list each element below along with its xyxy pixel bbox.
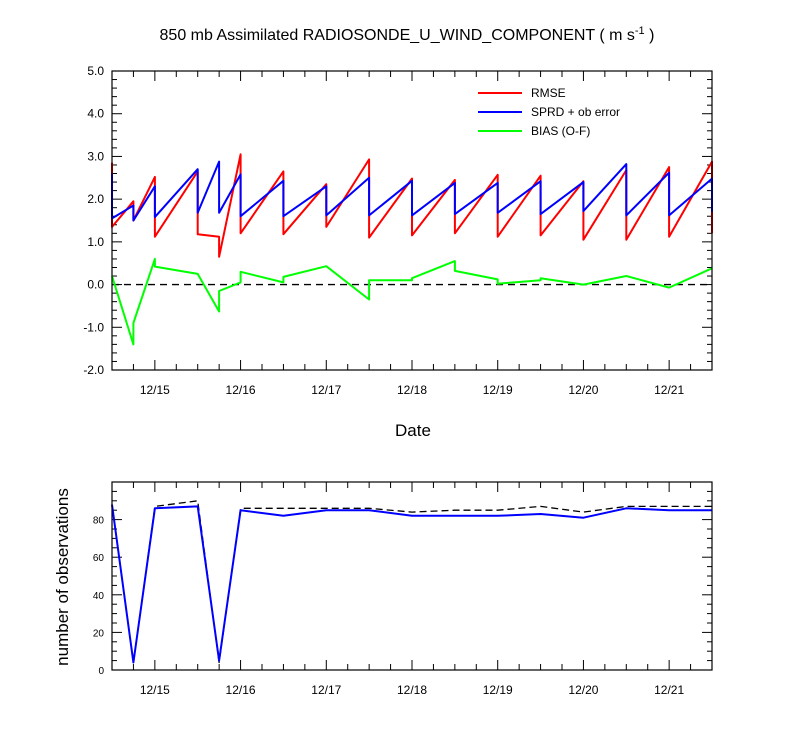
legend-label: SPRD + ob error xyxy=(531,105,620,119)
x-tick-label: 12/20 xyxy=(568,383,598,397)
y-tick-label: 2.0 xyxy=(87,192,104,206)
series-line-used xyxy=(111,504,712,664)
y-tick-label: 40 xyxy=(93,591,105,602)
x-tick-label: 12/17 xyxy=(311,383,341,397)
x-tick-label: 12/21 xyxy=(654,683,684,697)
y-tick-label: 0.0 xyxy=(87,278,104,292)
x-tick-label: 12/18 xyxy=(397,683,427,697)
y-tick-label: 80 xyxy=(93,516,105,527)
series-line-possible xyxy=(111,500,712,664)
y-tick-label: 60 xyxy=(93,553,105,564)
top-chart-title: 850 mb Assimilated RADIOSONDE_U_WIND_COM… xyxy=(160,25,655,44)
x-tick-label: 12/16 xyxy=(226,383,256,397)
series-line-sprd-ob-error xyxy=(111,160,713,222)
x-tick-label: 12/18 xyxy=(397,383,427,397)
title-main: 850 mb Assimilated RADIOSONDE_U_WIND_COM… xyxy=(160,27,635,44)
y-tick-label: 5.0 xyxy=(87,64,104,78)
plot-frame xyxy=(111,70,713,371)
plot-frame xyxy=(111,481,713,671)
y-tick-label: 20 xyxy=(93,628,105,639)
title-end: ) xyxy=(645,27,655,44)
y-tick-label: -1.0 xyxy=(83,320,104,334)
legend-label: BIAS (O-F) xyxy=(531,124,590,138)
top-chart: -2.0 -1.0 0.0 1.0 2.0 3.0 4.0 5.0 12/15 12/16 12/1… xyxy=(83,64,713,397)
series-line-bias-o-f xyxy=(111,257,713,346)
y-tick-label: 0 xyxy=(98,666,104,677)
legend-label: RMSE xyxy=(531,86,566,100)
x-tick-label: 12/15 xyxy=(140,383,170,397)
x-tick-label: 12/20 xyxy=(568,683,598,697)
x-tick-label: 12/15 xyxy=(140,683,170,697)
y-tick-label: 1.0 xyxy=(87,235,104,249)
y-tick-label: 4.0 xyxy=(87,107,104,121)
x-tick-label: 12/19 xyxy=(483,383,513,397)
y-tick-label: 3.0 xyxy=(87,149,104,163)
x-tick-label: 12/17 xyxy=(311,683,341,697)
x-tick-label: 12/19 xyxy=(483,683,513,697)
top-x-axis-label: Date xyxy=(395,421,431,440)
title-superscript: -1 xyxy=(635,25,645,37)
x-tick-label: 12/21 xyxy=(654,383,684,397)
x-tick-label: 12/16 xyxy=(226,683,256,697)
bottom-y-axis-label: number of observations xyxy=(53,488,72,666)
y-tick-label: -2.0 xyxy=(83,363,104,377)
bottom-chart: 0 20 40 60 80 12/15 12/16 12/17 12/18 12/19 12/20 1… xyxy=(93,481,713,697)
